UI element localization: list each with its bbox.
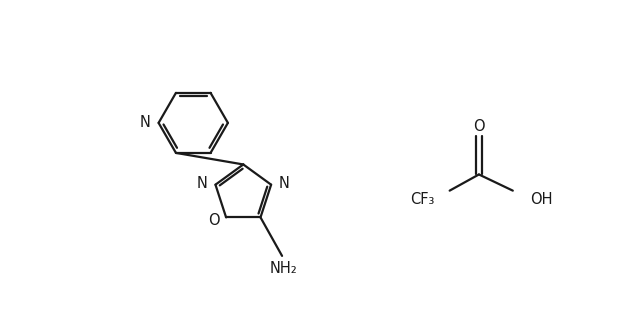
- Text: N: N: [279, 176, 290, 191]
- Text: OH: OH: [530, 192, 552, 208]
- Text: CF₃: CF₃: [410, 192, 435, 208]
- Text: O: O: [473, 119, 484, 134]
- Text: NH₂: NH₂: [269, 261, 298, 276]
- Text: N: N: [197, 176, 208, 191]
- Text: O: O: [208, 213, 220, 228]
- Text: N: N: [140, 116, 151, 130]
